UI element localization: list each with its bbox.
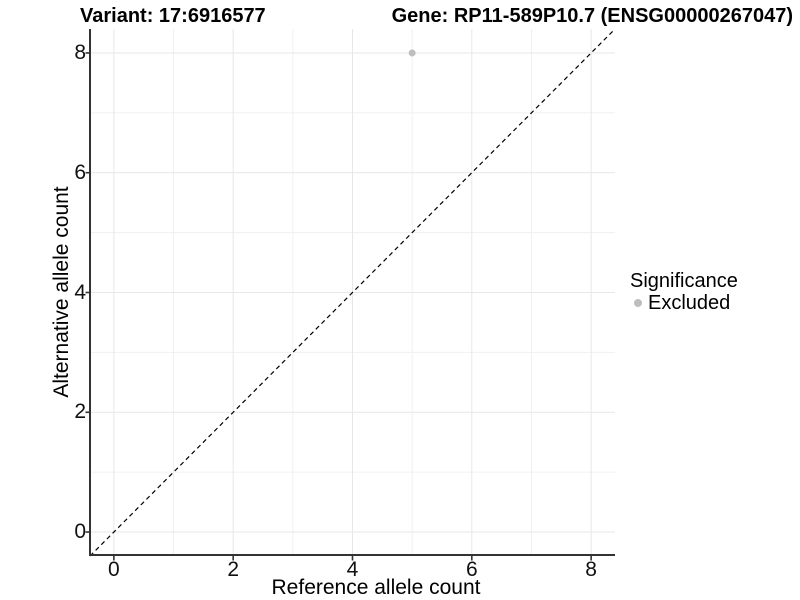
- legend-point-icon: [634, 299, 642, 307]
- y-tick-label: 6: [74, 160, 86, 184]
- identity-reference-line: [89, 29, 616, 557]
- legend-title: Significance: [630, 270, 738, 292]
- x-tick-label: 2: [227, 558, 240, 581]
- axis-lines: [85, 29, 615, 561]
- gridlines-major: [90, 29, 615, 556]
- plot-panel: [85, 29, 616, 561]
- legend: Significance Excluded: [630, 270, 738, 314]
- plot-title-gene: Gene: RP11-589P10.7 (ENSG00000267047): [391, 5, 793, 27]
- x-tick-label: 0: [108, 558, 120, 581]
- legend-item-label: Excluded: [648, 292, 731, 314]
- legend-item-excluded: Excluded: [630, 292, 738, 314]
- plot-title-variant: Variant: 17:6916577: [80, 5, 266, 27]
- x-tick-label: 8: [585, 558, 597, 581]
- y-tick-label: 0: [74, 520, 86, 544]
- y-tick-label: 8: [74, 40, 86, 64]
- data-point: [408, 49, 416, 57]
- y-axis-title: Alternative allele count: [50, 186, 73, 398]
- x-axis-title: Reference allele count: [271, 576, 481, 599]
- y-tick-label: 2: [74, 400, 86, 424]
- y-tick-label: 4: [74, 280, 86, 304]
- x-tick-label: 4: [346, 558, 359, 581]
- x-tick-label: 6: [465, 558, 478, 581]
